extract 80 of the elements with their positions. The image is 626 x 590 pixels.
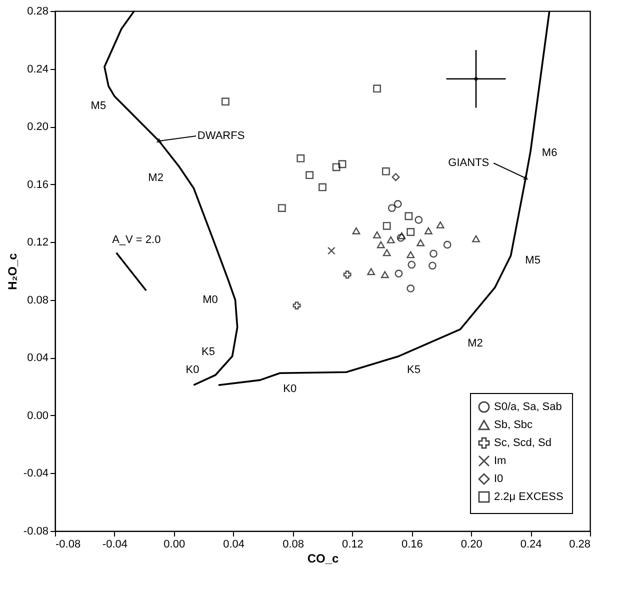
point (306, 171, 314, 180)
point (386, 236, 395, 244)
annotation: K5 (407, 364, 420, 376)
legend-label: I0 (494, 473, 504, 485)
x-tick-label: 0.28 (569, 538, 590, 550)
legend-label: Sc, Scd, Sd (494, 437, 552, 449)
point (382, 249, 391, 256)
point (343, 270, 352, 279)
y-tick-label: 0.28 (27, 6, 48, 18)
point (472, 235, 480, 242)
point (382, 167, 390, 176)
point (408, 260, 416, 269)
legend-label: Sb, Sbc (494, 419, 534, 431)
point (398, 232, 406, 240)
point (388, 204, 396, 212)
point (327, 246, 336, 255)
x-tick-label: 0.12 (342, 538, 364, 550)
annotation: M5 (90, 100, 106, 112)
annotation: M6 (542, 147, 558, 160)
y-axis-title: H₂O_c (5, 252, 20, 290)
point (352, 227, 360, 234)
annotation: K5 (202, 346, 216, 358)
point (414, 216, 423, 224)
point (428, 262, 436, 270)
point (404, 212, 413, 220)
x-tick-label: 0.00 (164, 538, 186, 550)
legend-label: Im (494, 455, 506, 467)
point (338, 160, 346, 168)
point (367, 268, 376, 276)
annotation: M2 (468, 337, 483, 350)
y-tick-label: 0.20 (27, 121, 48, 134)
x-tick-label: 0.04 (223, 538, 245, 550)
point (376, 241, 385, 248)
point (394, 200, 402, 208)
x-tick-label: 0.24 (520, 538, 542, 550)
point (406, 251, 415, 258)
point (373, 231, 381, 238)
y-tick-label: 0.24 (27, 63, 48, 76)
legend-label: 2.2μ EXCESS (494, 491, 564, 503)
point (296, 154, 305, 162)
annotation: DWARFS (197, 130, 245, 142)
point (424, 227, 432, 234)
point (436, 221, 444, 228)
point (332, 163, 340, 172)
point (278, 204, 286, 212)
x-tick-label: 0.16 (401, 538, 423, 550)
annotation: A_V = 2.0 (112, 234, 161, 246)
y-tick-label: 0.12 (27, 236, 48, 249)
annotation: K0 (186, 364, 200, 376)
x-tick-label: 0.20 (460, 538, 482, 550)
y-tick-label: 0.04 (27, 352, 48, 364)
point (406, 228, 415, 236)
annotation: K0 (283, 383, 297, 396)
legend-label: S0/a, Sa, Sab (494, 401, 562, 413)
point (380, 271, 389, 278)
annotation: M5 (525, 254, 540, 267)
annotation: GIANTS (448, 157, 490, 170)
point (416, 239, 425, 246)
point (292, 302, 301, 310)
point (443, 240, 452, 249)
x-tick-label: -0.04 (102, 538, 128, 550)
point (222, 98, 230, 106)
point (382, 222, 391, 230)
x-axis-title: CO_c (307, 552, 339, 566)
point (392, 173, 400, 182)
point (430, 250, 438, 258)
annotation: M0 (202, 294, 218, 306)
y-tick-label: -0.04 (23, 468, 48, 480)
point (406, 284, 415, 292)
x-tick-label: -0.08 (56, 538, 81, 550)
x-tick-label: 0.08 (282, 538, 304, 550)
point (373, 84, 381, 93)
point (396, 234, 405, 242)
y-tick-label: 0.08 (27, 294, 48, 306)
annotation: M2 (148, 172, 164, 184)
y-tick-label: 0.16 (27, 178, 48, 191)
y-tick-label: 0.00 (27, 410, 48, 422)
point (394, 270, 403, 278)
y-tick-label: -0.08 (23, 526, 48, 538)
point (318, 183, 326, 192)
